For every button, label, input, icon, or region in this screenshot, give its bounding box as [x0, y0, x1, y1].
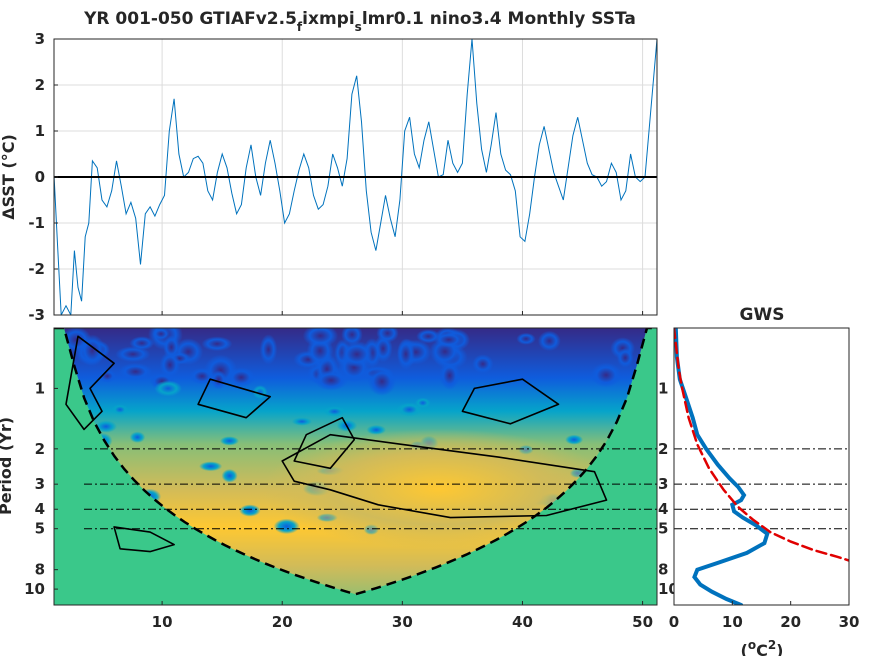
mid-power-blob	[396, 402, 422, 417]
period-tick-label: 4	[35, 500, 45, 518]
gws-panel: GWS 0 10 20 30 (oC2)	[669, 305, 860, 656]
low-power-blob	[314, 370, 348, 391]
time-tick-label: 10	[152, 613, 173, 631]
sst-y-tick-label: -3	[28, 306, 45, 324]
gws-x-tick-label: 20	[780, 613, 801, 631]
gws-x-tick-label: 0	[669, 613, 679, 631]
wavelet-heatmap	[54, 328, 657, 605]
low-power-blob	[339, 340, 374, 368]
sst-y-tick-label: -1	[28, 214, 45, 232]
mid-power-blob	[154, 380, 182, 397]
gws-title: GWS	[740, 305, 785, 325]
mid-power-blob	[199, 461, 223, 472]
low-power-blob	[210, 370, 227, 390]
gws-series-group	[674, 328, 849, 605]
gws-x-axis-label: (oC2)	[741, 638, 784, 656]
gws-x-tick-label: 10	[722, 613, 743, 631]
period-tick-label-right: 3	[658, 475, 668, 493]
gws-x-ticks: 0 10 20 30	[669, 601, 860, 631]
period-tick-label: 3	[35, 475, 45, 493]
low-power-blob	[433, 332, 464, 348]
mid-power-blob	[111, 404, 129, 415]
mid-power-blob	[565, 434, 584, 445]
significance-contours	[65, 335, 608, 553]
significance-contour	[461, 378, 560, 425]
time-tick-label: 20	[272, 613, 293, 631]
sst-y-tick-label: 3	[35, 30, 45, 48]
low-power-blob	[616, 347, 634, 368]
sst-series-group	[54, 39, 657, 315]
mid-power-blob	[94, 420, 117, 433]
mid-power-blob	[323, 406, 346, 417]
significance-contour	[113, 526, 175, 553]
wavelet-power-panel: 1 12 23 34 45 58 810 10 10 20 30 40 50 Period (Yr)	[0, 327, 679, 631]
mid-power-blob	[219, 436, 240, 446]
sst-timeseries-panel: -3 -2 -1 0 1 2 3 ΔSST (°C)	[0, 30, 658, 324]
period-tick-label: 1	[35, 379, 45, 397]
period-tick-label-right: 4	[658, 500, 668, 518]
period-tick-label: 8	[35, 561, 45, 579]
mid-power-blob	[291, 417, 313, 426]
period-y-axis-label: Period (Yr)	[0, 417, 15, 515]
time-tick-label: 50	[632, 613, 653, 631]
low-power-blob	[118, 363, 153, 381]
significance-contour	[197, 378, 271, 419]
significance-contour	[293, 416, 356, 470]
low-power-blob	[302, 328, 339, 348]
time-tick-label: 40	[512, 613, 533, 631]
low-power-blob	[129, 336, 155, 351]
low-power-blob	[159, 351, 181, 379]
low-power-blob	[201, 336, 233, 352]
sst-y-axis-label: ΔSST (°C)	[0, 134, 18, 220]
sst-anomaly-line	[54, 39, 657, 315]
low-power-blob	[516, 332, 536, 345]
low-power-blob	[152, 328, 170, 341]
gws-significance-line	[674, 328, 849, 562]
low-power-blob	[341, 328, 363, 346]
low-power-blob	[376, 328, 399, 343]
chart-title: YR 001-050 GTIAFv2.5fixmpislmr0.1 nino3.…	[83, 9, 636, 34]
sst-y-tick-label: 0	[35, 168, 45, 186]
time-tick-label: 30	[392, 613, 413, 631]
period-tick-label-right: 5	[658, 520, 668, 538]
period-tick-label: 5	[35, 520, 45, 538]
low-power-blob	[98, 369, 117, 383]
period-tick-label: 2	[35, 440, 45, 458]
period-tick-label-right: 8	[658, 561, 668, 579]
sst-y-ticks: -3 -2 -1 0 1 2 3	[28, 30, 644, 324]
significance-contour	[65, 335, 115, 431]
low-power-blob	[537, 330, 561, 352]
mid-power-blob	[221, 468, 238, 483]
low-power-blob	[396, 338, 415, 370]
period-tick-label-right: 2	[658, 440, 668, 458]
sst-y-tick-label: 2	[35, 76, 45, 94]
gws-x-tick-label: 30	[839, 613, 860, 631]
period-tick-label-right: 1	[658, 379, 668, 397]
low-power-blob	[259, 334, 278, 365]
low-power-blob	[227, 367, 256, 388]
low-power-blob	[367, 367, 397, 396]
time-x-ticks: 10 20 30 40 50	[152, 601, 653, 631]
gws-spectrum-line	[674, 328, 770, 605]
mid-power-blob	[239, 504, 261, 517]
significance-contour	[281, 433, 608, 519]
low-power-blob	[115, 346, 151, 363]
low-power-blob	[79, 334, 106, 367]
sst-y-tick-label: -2	[28, 260, 45, 278]
mid-power-blob	[129, 431, 146, 443]
low-power-blob	[590, 362, 622, 388]
sst-y-tick-label: 1	[35, 122, 45, 140]
period-tick-label: 10	[24, 580, 45, 598]
low-power-blob	[472, 354, 494, 374]
high-power-region	[262, 428, 615, 549]
